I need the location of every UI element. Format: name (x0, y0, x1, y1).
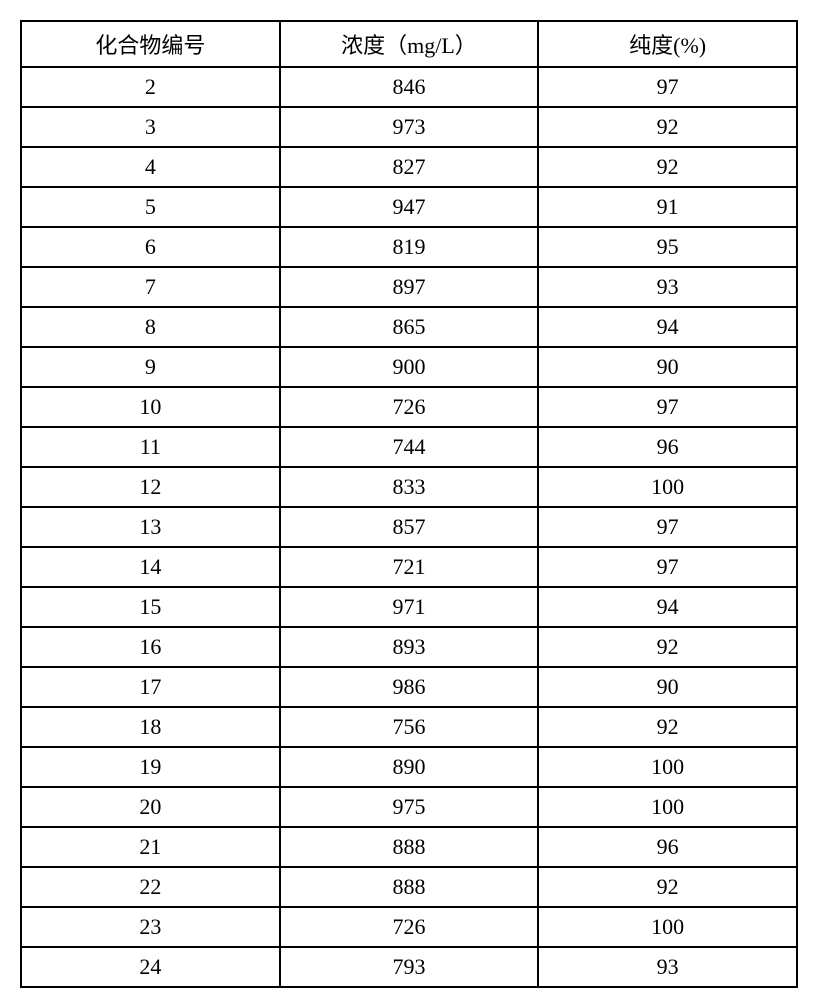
cell-compound-id: 17 (21, 667, 280, 707)
cell-concentration: 833 (280, 467, 539, 507)
header-row: 化合物编号 浓度（mg/L） 纯度(%) (21, 21, 797, 67)
cell-compound-id: 7 (21, 267, 280, 307)
table-row: 21 888 96 (21, 827, 797, 867)
table-row: 20 975 100 (21, 787, 797, 827)
cell-compound-id: 20 (21, 787, 280, 827)
cell-purity: 92 (538, 147, 797, 187)
cell-purity: 93 (538, 267, 797, 307)
cell-purity: 90 (538, 667, 797, 707)
table-row: 8 865 94 (21, 307, 797, 347)
cell-compound-id: 24 (21, 947, 280, 987)
cell-purity: 91 (538, 187, 797, 227)
cell-concentration: 890 (280, 747, 539, 787)
table-row: 12 833 100 (21, 467, 797, 507)
cell-compound-id: 13 (21, 507, 280, 547)
cell-compound-id: 18 (21, 707, 280, 747)
cell-compound-id: 19 (21, 747, 280, 787)
table-row: 22 888 92 (21, 867, 797, 907)
cell-concentration: 973 (280, 107, 539, 147)
cell-concentration: 744 (280, 427, 539, 467)
cell-compound-id: 15 (21, 587, 280, 627)
cell-purity: 95 (538, 227, 797, 267)
cell-purity: 100 (538, 787, 797, 827)
cell-purity: 97 (538, 547, 797, 587)
table-row: 13 857 97 (21, 507, 797, 547)
cell-purity: 93 (538, 947, 797, 987)
cell-purity: 96 (538, 427, 797, 467)
table-row: 18 756 92 (21, 707, 797, 747)
table-row: 9 900 90 (21, 347, 797, 387)
cell-purity: 100 (538, 747, 797, 787)
cell-concentration: 756 (280, 707, 539, 747)
cell-concentration: 793 (280, 947, 539, 987)
table-row: 24 793 93 (21, 947, 797, 987)
cell-concentration: 857 (280, 507, 539, 547)
cell-purity: 92 (538, 707, 797, 747)
table-row: 15 971 94 (21, 587, 797, 627)
table-row: 14 721 97 (21, 547, 797, 587)
cell-purity: 97 (538, 387, 797, 427)
cell-concentration: 971 (280, 587, 539, 627)
table-row: 2 846 97 (21, 67, 797, 107)
cell-purity: 92 (538, 107, 797, 147)
cell-purity: 94 (538, 307, 797, 347)
table-row: 23 726 100 (21, 907, 797, 947)
table-row: 3 973 92 (21, 107, 797, 147)
cell-compound-id: 6 (21, 227, 280, 267)
table-row: 6 819 95 (21, 227, 797, 267)
cell-concentration: 897 (280, 267, 539, 307)
cell-concentration: 888 (280, 827, 539, 867)
cell-purity: 90 (538, 347, 797, 387)
cell-purity: 92 (538, 867, 797, 907)
cell-concentration: 726 (280, 907, 539, 947)
cell-compound-id: 11 (21, 427, 280, 467)
table-row: 10 726 97 (21, 387, 797, 427)
cell-purity: 97 (538, 507, 797, 547)
cell-purity: 100 (538, 467, 797, 507)
cell-concentration: 893 (280, 627, 539, 667)
cell-concentration: 726 (280, 387, 539, 427)
table-header: 化合物编号 浓度（mg/L） 纯度(%) (21, 21, 797, 67)
cell-concentration: 865 (280, 307, 539, 347)
table-body: 2 846 97 3 973 92 4 827 92 5 947 91 6 81… (21, 67, 797, 987)
cell-concentration: 888 (280, 867, 539, 907)
cell-concentration: 947 (280, 187, 539, 227)
table-row: 11 744 96 (21, 427, 797, 467)
cell-purity: 92 (538, 627, 797, 667)
header-concentration: 浓度（mg/L） (280, 21, 539, 67)
cell-purity: 96 (538, 827, 797, 867)
table-row: 4 827 92 (21, 147, 797, 187)
cell-concentration: 986 (280, 667, 539, 707)
header-compound-id: 化合物编号 (21, 21, 280, 67)
cell-compound-id: 22 (21, 867, 280, 907)
cell-compound-id: 12 (21, 467, 280, 507)
cell-compound-id: 3 (21, 107, 280, 147)
header-purity: 纯度(%) (538, 21, 797, 67)
table-row: 19 890 100 (21, 747, 797, 787)
cell-concentration: 827 (280, 147, 539, 187)
cell-concentration: 900 (280, 347, 539, 387)
cell-compound-id: 5 (21, 187, 280, 227)
table-row: 17 986 90 (21, 667, 797, 707)
cell-purity: 100 (538, 907, 797, 947)
cell-purity: 94 (538, 587, 797, 627)
cell-compound-id: 23 (21, 907, 280, 947)
cell-compound-id: 8 (21, 307, 280, 347)
cell-compound-id: 21 (21, 827, 280, 867)
table-row: 5 947 91 (21, 187, 797, 227)
cell-concentration: 846 (280, 67, 539, 107)
cell-compound-id: 10 (21, 387, 280, 427)
cell-compound-id: 2 (21, 67, 280, 107)
cell-compound-id: 9 (21, 347, 280, 387)
data-table: 化合物编号 浓度（mg/L） 纯度(%) 2 846 97 3 973 92 4… (20, 20, 798, 988)
table-row: 7 897 93 (21, 267, 797, 307)
cell-compound-id: 14 (21, 547, 280, 587)
table-row: 16 893 92 (21, 627, 797, 667)
cell-compound-id: 16 (21, 627, 280, 667)
cell-concentration: 975 (280, 787, 539, 827)
cell-compound-id: 4 (21, 147, 280, 187)
cell-concentration: 819 (280, 227, 539, 267)
cell-purity: 97 (538, 67, 797, 107)
cell-concentration: 721 (280, 547, 539, 587)
